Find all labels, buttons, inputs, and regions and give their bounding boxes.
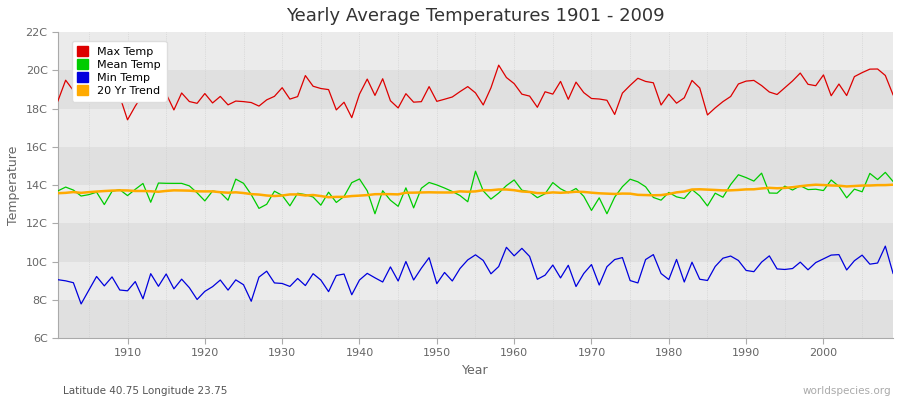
Title: Yearly Average Temperatures 1901 - 2009: Yearly Average Temperatures 1901 - 2009: [286, 7, 665, 25]
Bar: [58, 147, 893, 185]
Text: worldspecies.org: worldspecies.org: [803, 386, 891, 396]
Text: Latitude 40.75 Longitude 23.75: Latitude 40.75 Longitude 23.75: [63, 386, 228, 396]
Bar: [58, 185, 893, 223]
Bar: [58, 108, 893, 147]
Legend: Max Temp, Mean Temp, Min Temp, 20 Yr Trend: Max Temp, Mean Temp, Min Temp, 20 Yr Tre…: [72, 41, 166, 102]
X-axis label: Year: Year: [463, 364, 489, 377]
Y-axis label: Temperature: Temperature: [7, 145, 20, 225]
Bar: [58, 70, 893, 108]
Bar: [58, 262, 893, 300]
Bar: [58, 32, 893, 70]
Bar: [58, 223, 893, 262]
Bar: [58, 300, 893, 338]
